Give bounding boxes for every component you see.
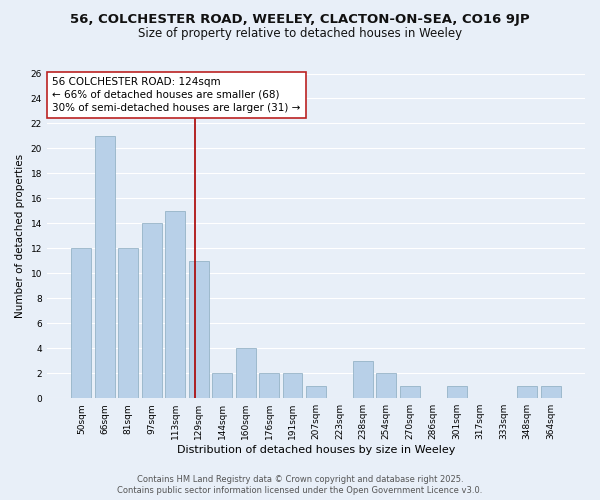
Y-axis label: Number of detached properties: Number of detached properties [15,154,25,318]
Bar [212,373,232,398]
Bar [165,211,185,398]
Bar [517,386,537,398]
Text: Contains public sector information licensed under the Open Government Licence v3: Contains public sector information licen… [118,486,482,495]
Bar [376,373,397,398]
Text: 56 COLCHESTER ROAD: 124sqm
← 66% of detached houses are smaller (68)
30% of semi: 56 COLCHESTER ROAD: 124sqm ← 66% of deta… [52,76,301,113]
Bar [400,386,420,398]
Bar [118,248,138,398]
Bar [283,373,302,398]
Bar [188,261,209,398]
Bar [259,373,279,398]
Bar [447,386,467,398]
Bar [236,348,256,398]
Text: Size of property relative to detached houses in Weeley: Size of property relative to detached ho… [138,28,462,40]
Bar [353,360,373,398]
Text: Contains HM Land Registry data © Crown copyright and database right 2025.: Contains HM Land Registry data © Crown c… [137,474,463,484]
Bar [306,386,326,398]
Bar [541,386,560,398]
Bar [95,136,115,398]
Bar [71,248,91,398]
Text: 56, COLCHESTER ROAD, WEELEY, CLACTON-ON-SEA, CO16 9JP: 56, COLCHESTER ROAD, WEELEY, CLACTON-ON-… [70,12,530,26]
X-axis label: Distribution of detached houses by size in Weeley: Distribution of detached houses by size … [177,445,455,455]
Bar [142,224,162,398]
